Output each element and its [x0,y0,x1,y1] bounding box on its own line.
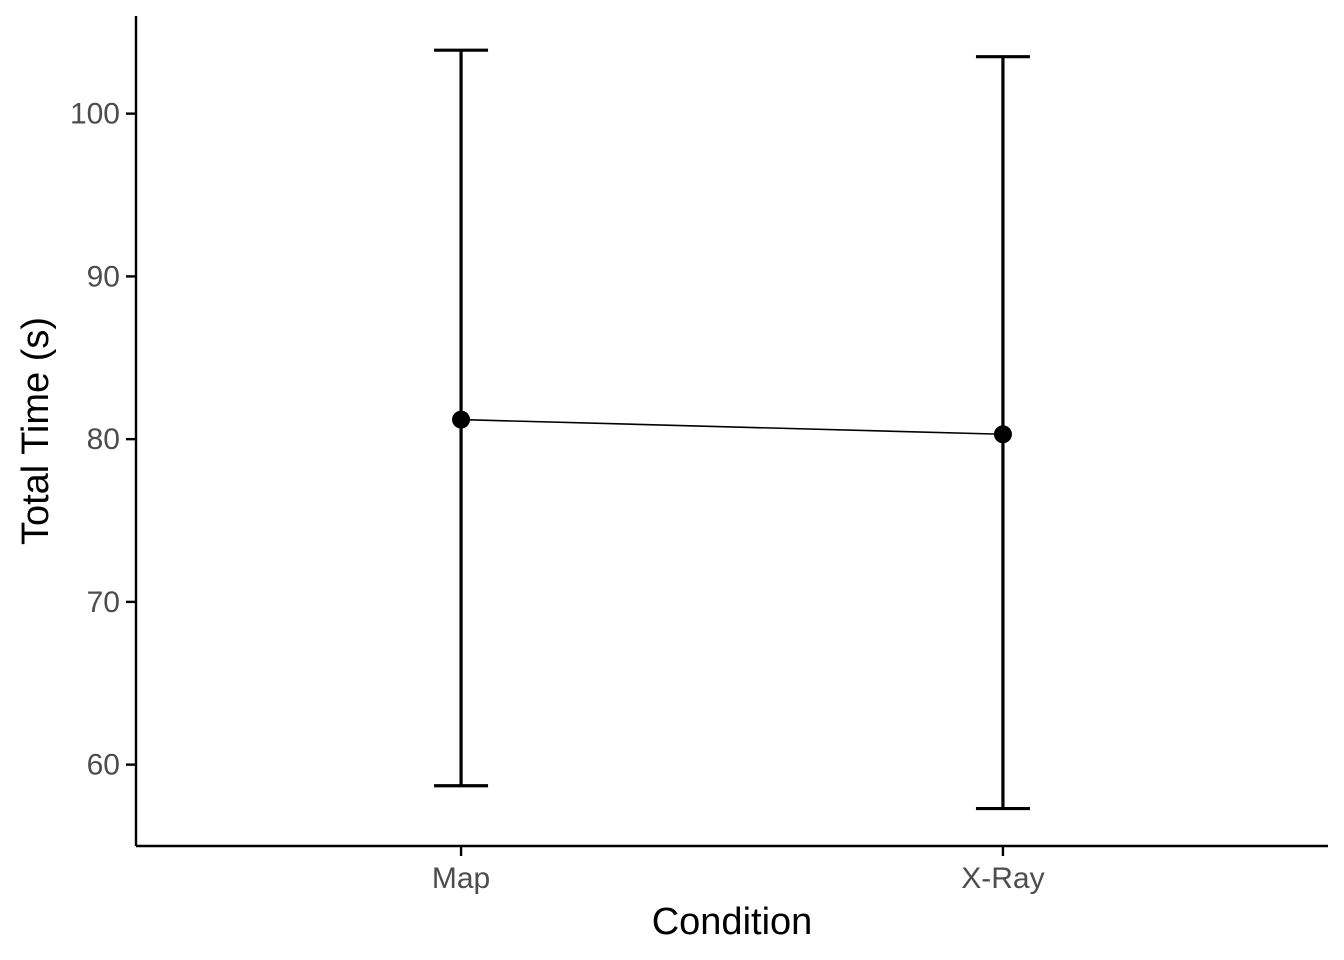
series-line [461,418,1003,436]
x-axis-ticks: Map X-Ray [432,846,1045,895]
y-tick-label: 80 [87,423,120,456]
x-tick-label: X-Ray [961,862,1044,895]
error-bars [434,48,1030,811]
y-tick-label: 90 [87,260,120,293]
y-tick-label: 70 [87,586,120,619]
y-axis-ticks: 60 70 80 90 100 [70,98,136,782]
y-tick-label: 100 [70,98,120,131]
y-axis-title: Total Time (s) [15,317,57,545]
series-lines [461,418,1003,436]
data-point [993,425,1012,444]
x-tick-label: Map [432,862,490,895]
data-point [452,410,471,429]
y-tick-label: 60 [87,749,120,782]
data-points [452,410,1012,444]
x-axis-title: Condition [652,901,813,943]
